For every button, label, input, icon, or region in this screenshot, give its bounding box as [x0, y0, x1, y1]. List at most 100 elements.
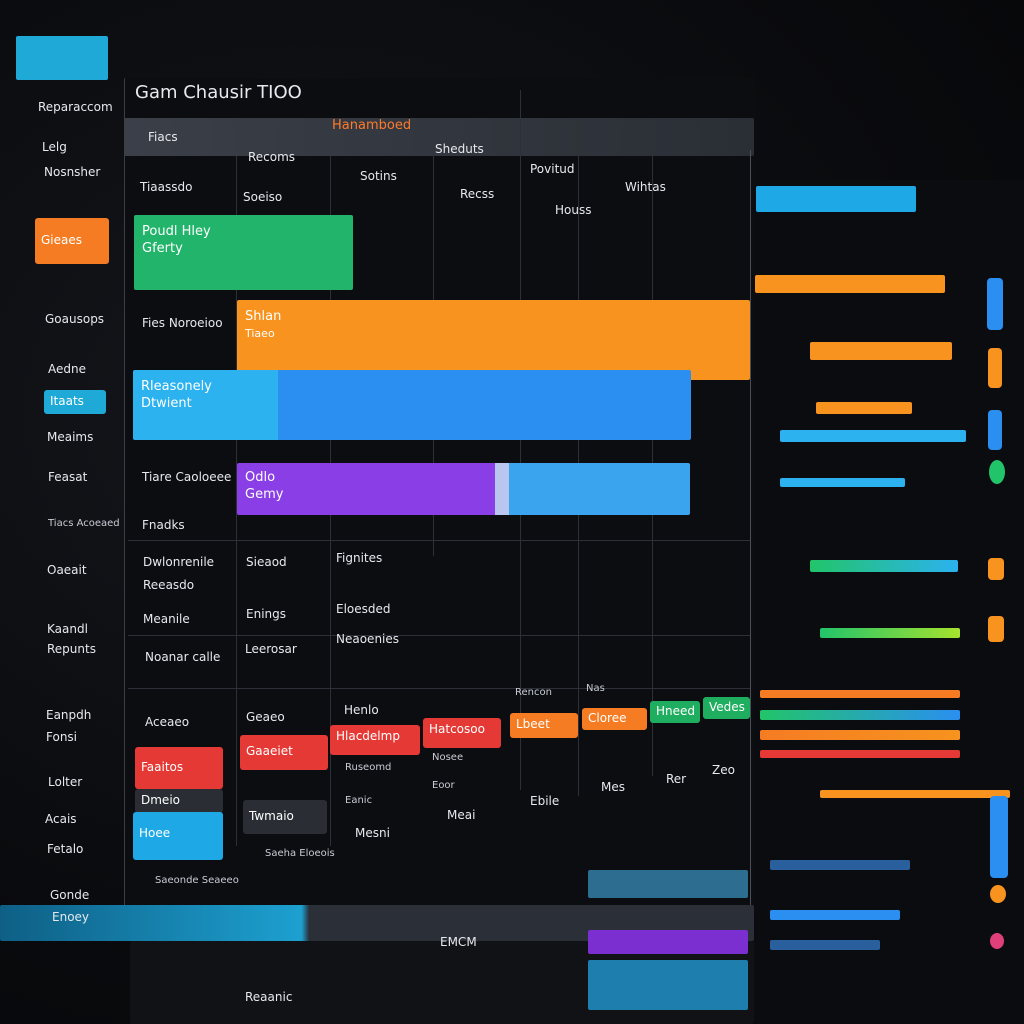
task-label: Gemy: [245, 487, 284, 502]
status-tag[interactable]: Cloree: [582, 708, 647, 730]
row-label: Nosee: [432, 752, 464, 763]
mini-bar: [755, 275, 945, 293]
status-tag[interactable]: Hneed: [650, 701, 700, 723]
bottom-chip-purple: [588, 930, 748, 954]
task-label: Poudl Hley: [142, 224, 211, 239]
column-header: Sheduts: [435, 142, 484, 156]
task-label: Gferty: [142, 241, 183, 256]
sidebar-item[interactable]: Lelg: [42, 140, 67, 154]
sidebar-item[interactable]: Feasat: [48, 470, 88, 484]
mini-bar: [760, 690, 960, 698]
task-label: Rleasonely: [141, 379, 212, 394]
sidebar-item[interactable]: Fetalo: [47, 842, 84, 856]
mini-bar: [816, 402, 912, 414]
sidebar-item[interactable]: Tiacs Acoeaed: [48, 518, 120, 529]
bottom-chip-blue: [588, 870, 748, 898]
row-label: Mes: [601, 780, 625, 794]
indicator: [988, 348, 1002, 388]
sidebar-item[interactable]: Eanpdh: [46, 708, 92, 722]
row-label: Eoor: [432, 780, 455, 791]
mini-bar: [760, 730, 960, 740]
row-label: Ebile: [530, 794, 560, 808]
title: Gam Chausir TIOO: [135, 82, 302, 103]
header-badge: Hanamboed: [332, 118, 412, 133]
status-tag[interactable]: Hoee: [133, 812, 223, 860]
row-label: Rer: [666, 772, 687, 786]
sidebar-button[interactable]: Gieaes: [35, 218, 109, 264]
indicator: [987, 278, 1003, 330]
mini-bar: [810, 560, 958, 572]
indicator: [989, 460, 1005, 484]
row-label: Aceaeo: [145, 715, 190, 729]
task-bar[interactable]: Odlo Gemy: [237, 463, 690, 515]
task-bar[interactable]: Rleasonely Dtwient: [133, 370, 691, 440]
mini-bar: [780, 478, 905, 487]
header-band: [124, 118, 754, 156]
row-label: Ruseomd: [345, 762, 392, 773]
column-header: Wihtas: [625, 180, 666, 194]
indicator: [988, 410, 1002, 450]
status-tag[interactable]: Vedes: [703, 697, 750, 719]
sidebar-item[interactable]: Oaeait: [47, 563, 87, 577]
sidebar-item[interactable]: Repunts: [47, 642, 96, 656]
row-label: Fies Noroeioo: [142, 316, 223, 330]
column-header: Fiacs: [148, 130, 178, 144]
row-label: Noanar calle: [145, 650, 221, 664]
sidebar-item[interactable]: Goausops: [45, 312, 105, 326]
mini-bar: [770, 860, 910, 870]
side-accent: [756, 186, 916, 212]
sidebar-item[interactable]: Nosnsher: [44, 165, 101, 179]
sidebar-item[interactable]: Acais: [45, 812, 77, 826]
status-tag[interactable]: Dmeio: [135, 789, 223, 813]
column-header: Povitud: [530, 162, 575, 176]
row-label: Saeonde Seaeeo: [155, 875, 239, 886]
column-header: Sotins: [360, 169, 397, 183]
row-label: Tiare Caoloeee: [142, 470, 232, 484]
row-label: Sieaod: [246, 555, 287, 569]
row-label: Nas: [586, 683, 605, 694]
sidebar-item[interactable]: Aedne: [48, 362, 86, 376]
sidebar-item[interactable]: Gonde: [50, 888, 90, 902]
column-header: Recss: [460, 187, 495, 201]
accent-strip: [16, 36, 108, 80]
sidebar-item[interactable]: Enoey: [52, 910, 90, 924]
status-tag[interactable]: Lbeet: [510, 713, 578, 738]
mini-bar: [760, 710, 960, 720]
grid-line: [520, 90, 521, 790]
row-label: Eloesded: [336, 602, 391, 616]
grid-line: [128, 688, 750, 689]
footer-section: EMCM: [440, 935, 477, 949]
mini-bar: [810, 342, 952, 360]
row-label: Zeo: [712, 763, 735, 777]
mini-bar: [820, 790, 1010, 798]
mini-bar: [780, 430, 966, 442]
row-label: Neaoenies: [336, 632, 400, 646]
status-tag[interactable]: Hatcosoo: [423, 718, 501, 748]
sidebar-item[interactable]: Fonsi: [46, 730, 78, 744]
indicator: [988, 558, 1004, 580]
status-tag[interactable]: Hlacdelmp: [330, 725, 420, 755]
task-label: Tiaeo: [245, 327, 275, 340]
grid-line: [128, 540, 750, 541]
sidebar-button[interactable]: Itaats: [44, 390, 106, 414]
task-label: Odlo: [245, 470, 276, 485]
status-tag[interactable]: Twmaio: [243, 800, 327, 834]
status-tag[interactable]: Gaaeiet: [240, 735, 328, 770]
indicator: [990, 933, 1004, 949]
sidebar-item[interactable]: Meaims: [47, 430, 94, 444]
indicator: [990, 885, 1006, 903]
grid-line: [750, 150, 751, 910]
task-bar[interactable]: Shlan Tiaeo: [237, 300, 750, 380]
indicator: [988, 616, 1004, 642]
row-label: Rencon: [515, 687, 552, 698]
footer-label: Reaanic: [245, 990, 293, 1004]
mini-bar: [770, 940, 880, 950]
sidebar-item[interactable]: Reparaccom: [38, 100, 113, 114]
sidebar-item[interactable]: Kaandl: [47, 622, 88, 636]
status-tag[interactable]: Faaitos: [135, 747, 223, 789]
row-label: Geaeo: [246, 710, 285, 724]
task-bar[interactable]: Poudl Hley Gferty: [134, 215, 353, 290]
sidebar-item[interactable]: Lolter: [48, 775, 83, 789]
mini-bar: [760, 750, 960, 758]
